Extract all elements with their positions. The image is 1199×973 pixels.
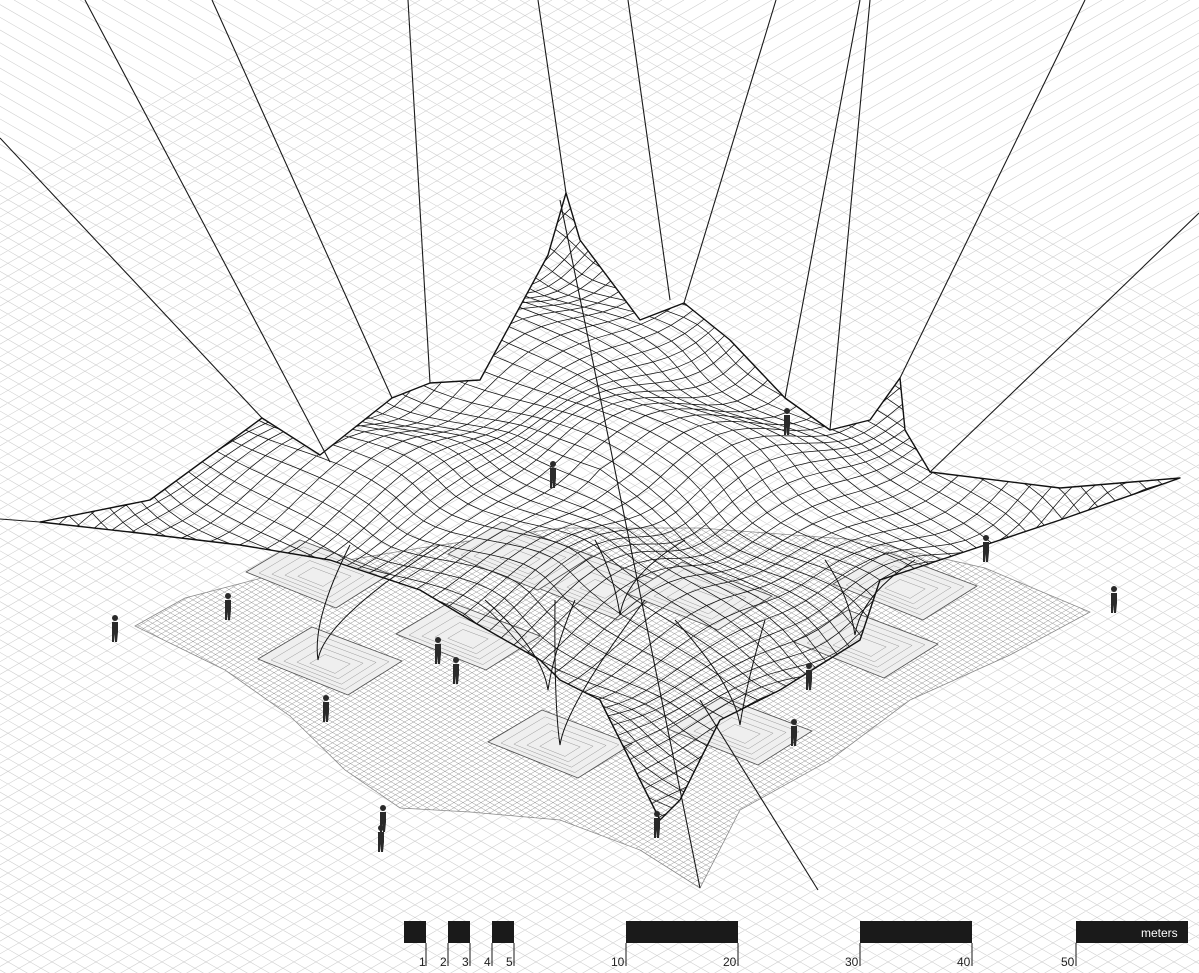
scale-label-30: 30 bbox=[845, 955, 859, 969]
support-cable bbox=[0, 518, 41, 523]
human-figure bbox=[225, 593, 231, 620]
human-figure bbox=[791, 719, 797, 746]
support-cable bbox=[829, 0, 871, 431]
support-cable bbox=[0, 137, 263, 419]
canopy-funnel bbox=[674, 619, 766, 726]
human-figure bbox=[435, 637, 441, 664]
ground-pod bbox=[832, 551, 978, 621]
human-figures bbox=[112, 408, 1117, 852]
canopy-funnel bbox=[554, 599, 646, 746]
ground-pod bbox=[245, 539, 391, 609]
scale-label-40: 40 bbox=[957, 955, 971, 969]
human-figure bbox=[112, 615, 118, 642]
human-figure bbox=[983, 535, 989, 562]
scale-block-10-20 bbox=[626, 921, 738, 943]
ground-pod bbox=[793, 609, 939, 679]
support-cable bbox=[559, 199, 701, 889]
scale-label-4: 4 bbox=[484, 955, 491, 969]
support-cable bbox=[683, 0, 777, 304]
human-figure bbox=[378, 825, 384, 852]
canopy-funnel bbox=[594, 539, 686, 616]
support-cable bbox=[537, 0, 567, 194]
human-figure bbox=[453, 657, 459, 684]
support-cable bbox=[899, 0, 1086, 379]
scale-label-50: 50 bbox=[1061, 955, 1075, 969]
support-cable bbox=[407, 0, 431, 384]
support-cable bbox=[627, 0, 671, 301]
human-figure bbox=[784, 408, 790, 435]
ground-pods bbox=[245, 521, 978, 779]
canopy-edge bbox=[39, 192, 1181, 821]
support-cable bbox=[699, 699, 819, 891]
ground-pod bbox=[667, 696, 813, 766]
scale-bar: 1 2 3 4 5 10 20 30 40 50 meters bbox=[404, 921, 1188, 969]
support-cable bbox=[84, 0, 331, 463]
scale-label-3: 3 bbox=[462, 955, 469, 969]
human-figure bbox=[550, 461, 556, 488]
human-figure bbox=[654, 811, 660, 838]
scale-unit-label: meters bbox=[1141, 926, 1178, 940]
scale-label-10: 10 bbox=[611, 955, 625, 969]
human-figure bbox=[323, 695, 329, 722]
scale-label-20: 20 bbox=[723, 955, 737, 969]
human-figure bbox=[1111, 586, 1117, 613]
support-cable bbox=[784, 0, 861, 399]
support-cable bbox=[929, 212, 1199, 473]
support-cables bbox=[0, 0, 1199, 891]
scale-label-2: 2 bbox=[440, 955, 447, 969]
scale-label-1: 1 bbox=[419, 955, 426, 969]
canopy-funnel bbox=[316, 544, 441, 661]
scale-block-4-5 bbox=[492, 921, 514, 943]
scale-block-2-3 bbox=[448, 921, 470, 943]
canopy-funnel bbox=[484, 599, 576, 691]
scale-label-5: 5 bbox=[506, 955, 513, 969]
canopy-funnel bbox=[824, 559, 916, 636]
scale-block-50 bbox=[1076, 921, 1188, 943]
support-cable bbox=[211, 0, 393, 399]
ground-pod bbox=[257, 626, 403, 696]
human-figure bbox=[806, 663, 812, 690]
scale-block-30-40 bbox=[860, 921, 972, 943]
scale-block-0-1 bbox=[404, 921, 426, 943]
